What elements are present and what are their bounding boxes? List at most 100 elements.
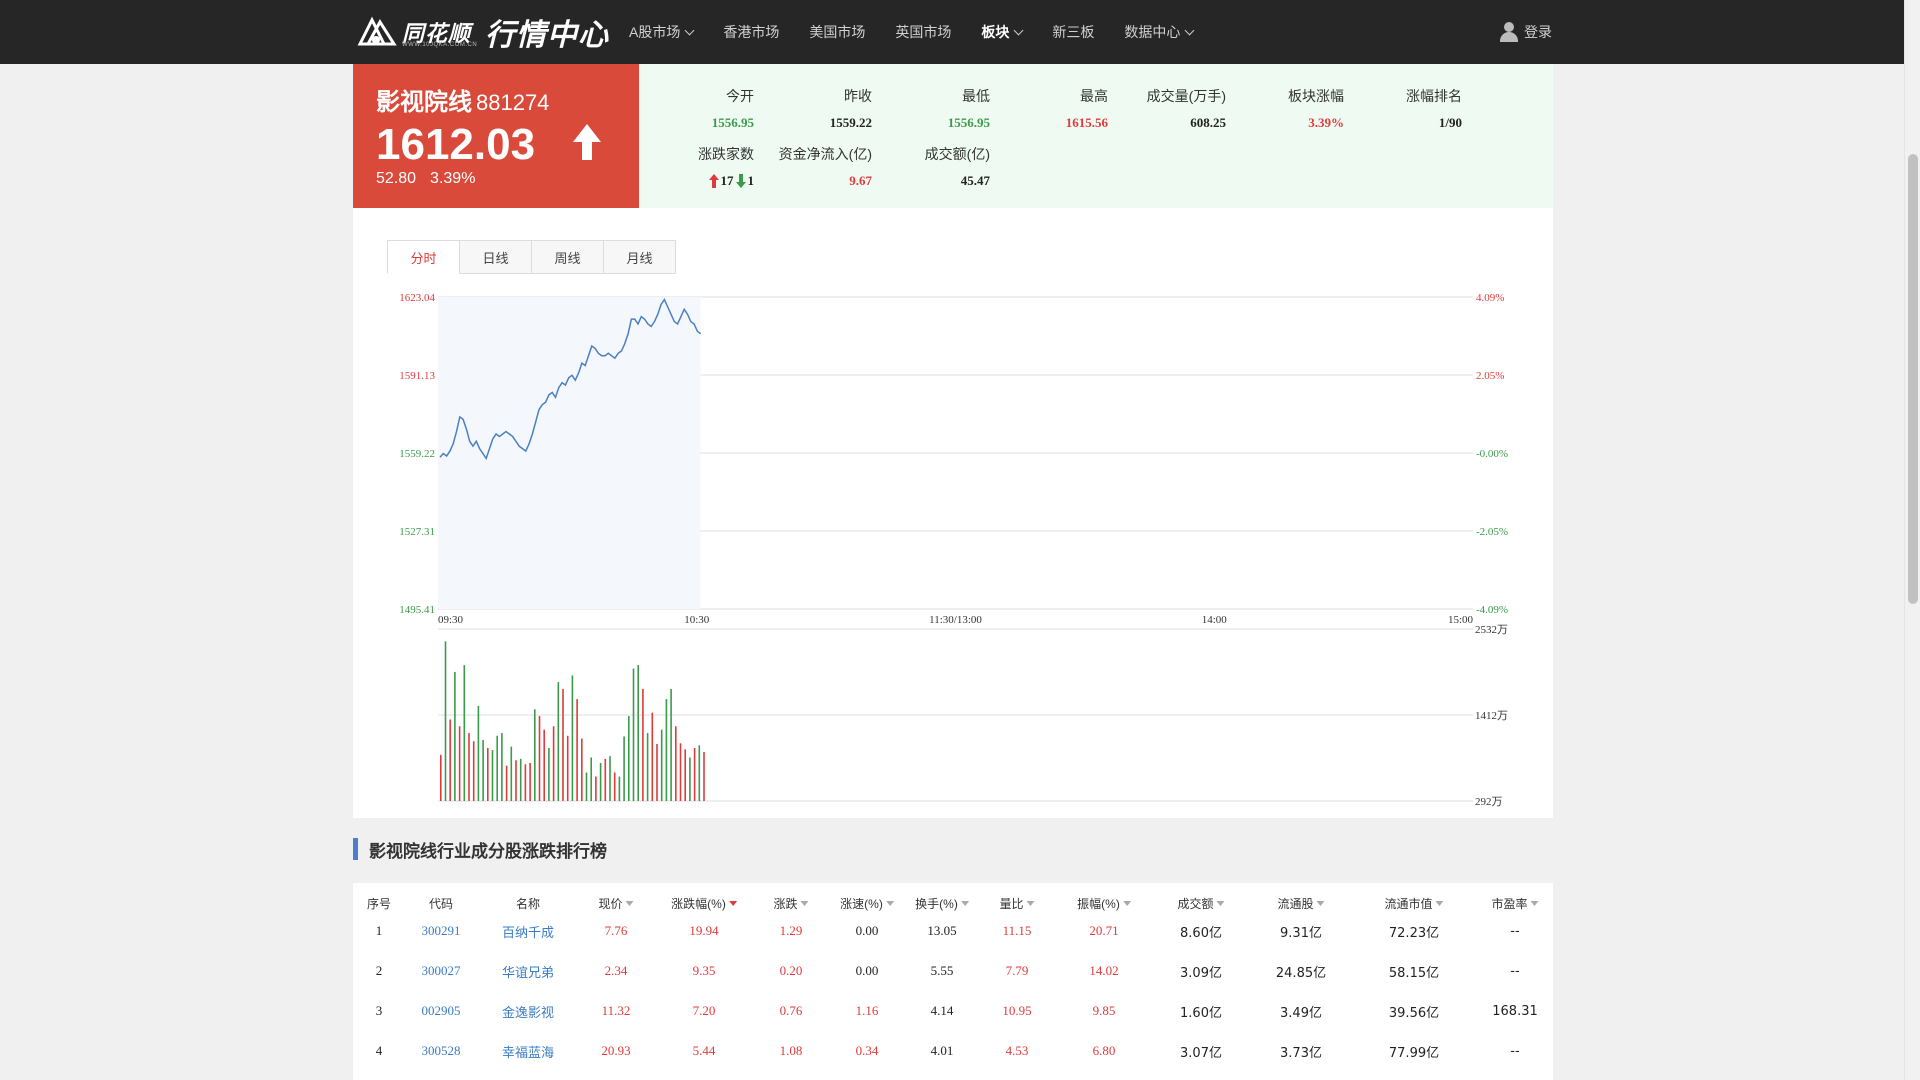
stat-value: 3.39% — [1308, 115, 1344, 130]
table-cell: -- — [1510, 923, 1520, 939]
table-cell: 8.60亿 — [1180, 925, 1222, 941]
nav-item-3[interactable]: 英国市场 — [895, 22, 951, 42]
volume-tick: 1412万 — [1475, 710, 1508, 722]
table-cell: 2 — [375, 963, 383, 978]
tab-0[interactable]: 分时 — [387, 240, 460, 274]
stat-3: 最高 1615.56 — [988, 86, 1108, 131]
volume-bar — [684, 749, 686, 801]
table-cell: 24.85亿 — [1275, 965, 1327, 981]
volume-bar — [505, 765, 508, 801]
sector-name: 影视院线 881274 — [376, 82, 549, 117]
column-header[interactable]: 流通市值 — [1384, 883, 1444, 923]
logo[interactable]: 同花顺 WWW.10JQKA.COM.CN 行情中心 — [354, 12, 609, 52]
nav-item-label: A股市场 — [629, 24, 681, 40]
table-cell[interactable]: 002905 — [421, 1003, 461, 1018]
column-header[interactable]: 流通股 — [1277, 883, 1325, 923]
table-cell: 11.32 — [601, 1003, 631, 1018]
table-cell: 7.76 — [604, 923, 628, 938]
volume-bar — [534, 709, 536, 801]
table-cell[interactable]: 华谊兄弟 — [501, 965, 555, 981]
sort-icon — [800, 900, 809, 906]
table-cell: 20.93 — [601, 1043, 631, 1058]
nav-item-label: 香港市场 — [723, 24, 780, 40]
nav-item-2[interactable]: 美国市场 — [809, 22, 865, 42]
sector-name-text: 影视院线 — [376, 89, 472, 116]
table-cell: 6.80 — [1092, 1043, 1116, 1058]
volume-bar — [656, 743, 658, 801]
stat-label: 成交额(亿) — [924, 146, 990, 162]
change-value: 52.80 — [376, 170, 417, 187]
volume-tick: 2532万 — [1475, 624, 1508, 636]
tab-2[interactable]: 周线 — [531, 240, 604, 274]
y-left-tick: 1623.04 — [399, 292, 435, 304]
column-header-label: 流通股 — [1277, 896, 1314, 911]
tab-1[interactable]: 日线 — [459, 240, 532, 274]
column-header[interactable]: 换手(%) — [915, 883, 969, 923]
volume-bar — [660, 729, 663, 801]
column-header-label: 涨跌 — [773, 896, 798, 911]
volume-bar — [675, 726, 677, 801]
table-cell[interactable]: 幸福蓝海 — [501, 1045, 555, 1061]
nav-item-6[interactable]: 数据中心 — [1124, 22, 1195, 42]
nav-menu: A股市场 香港市场 美国市场 英国市场 板块 新三板 数据中心 — [629, 0, 1223, 64]
table-cell: 14.02 — [1089, 963, 1119, 978]
chevron-down-icon — [1013, 25, 1024, 35]
stat-2: 最低 1556.95 — [870, 86, 990, 131]
stat-value: 45.47 — [960, 173, 990, 188]
table-cell: 20.71 — [1089, 923, 1119, 938]
column-header[interactable]: 涨跌幅(%) — [671, 883, 737, 923]
column-header[interactable]: 涨跌 — [773, 883, 809, 923]
volume-bar — [487, 748, 489, 801]
nav-item-label: 美国市场 — [809, 24, 866, 40]
column-header[interactable]: 市盈率 — [1491, 883, 1539, 923]
volume-bar — [548, 748, 550, 801]
table-cell[interactable]: 300291 — [421, 923, 461, 938]
table-cell[interactable]: 300528 — [421, 1043, 461, 1058]
table-cell: 9.35 — [692, 963, 716, 978]
x-tick: 11:30/13:00 — [929, 614, 982, 626]
table-cell[interactable]: 300027 — [421, 963, 461, 978]
stat-value: 608.25 — [1190, 115, 1226, 130]
table-cell: 39.56亿 — [1388, 1005, 1440, 1021]
arrow-up-icon — [708, 174, 719, 188]
volume-bar — [693, 748, 696, 801]
y-left-tick: 1527.31 — [399, 526, 435, 538]
chevron-down-icon — [1184, 25, 1195, 35]
volume-bar — [529, 762, 531, 801]
table-cell: -- — [1510, 963, 1520, 979]
nav-item-5[interactable]: 新三板 — [1052, 22, 1094, 42]
logo-title: 行情中心 — [485, 19, 610, 52]
quote-summary: 影视院线 881274 1612.03 52.80 3.39% — [353, 64, 639, 208]
column-header-label: 序号 — [366, 896, 392, 911]
column-header[interactable]: 现价 — [598, 883, 634, 923]
table-cell: 7.20 — [692, 1003, 716, 1018]
column-header[interactable]: 成交额 — [1177, 883, 1225, 923]
intraday-chart: 1623.04 4.09% 1591.13 2.05% 1559.22 -0.00% 152… — [399, 292, 1508, 808]
volume-bar — [458, 726, 461, 801]
chart-tabs: 分时 日线 周线 月线 — [387, 240, 676, 274]
table-cell[interactable]: 百纳千成 — [501, 925, 555, 941]
nav-item-0[interactable]: A股市场 — [629, 22, 695, 42]
stat-value: 17 1 — [707, 173, 754, 189]
volume-bar — [689, 757, 691, 801]
table-cell: 0.34 — [855, 1043, 879, 1058]
column-header[interactable]: 振幅(%) — [1077, 883, 1131, 923]
volume-bar — [519, 758, 522, 801]
change-percent: 3.39% — [430, 170, 476, 187]
scroll-thumb[interactable] — [1908, 154, 1918, 604]
column-header[interactable]: 涨速(%) — [840, 883, 894, 923]
stat-value: 1559.22 — [829, 115, 872, 130]
table-cell: 3.73亿 — [1280, 1045, 1322, 1061]
scrollbar[interactable] — [1904, 0, 1920, 1080]
nav-item-1[interactable]: 香港市场 — [723, 22, 779, 42]
tab-3[interactable]: 月线 — [603, 240, 676, 274]
volume-bar — [571, 675, 574, 801]
stat-value: 1556.95 — [711, 115, 754, 130]
nav-item-4[interactable]: 板块 — [981, 22, 1024, 42]
table-cell: 7.79 — [1005, 963, 1029, 978]
volume-bar — [613, 772, 616, 801]
login-link[interactable]: 登录 — [1500, 0, 1552, 64]
table-cell: 0.00 — [855, 963, 879, 978]
table-cell[interactable]: 金逸影视 — [501, 1005, 555, 1021]
column-header[interactable]: 量比 — [999, 883, 1035, 923]
